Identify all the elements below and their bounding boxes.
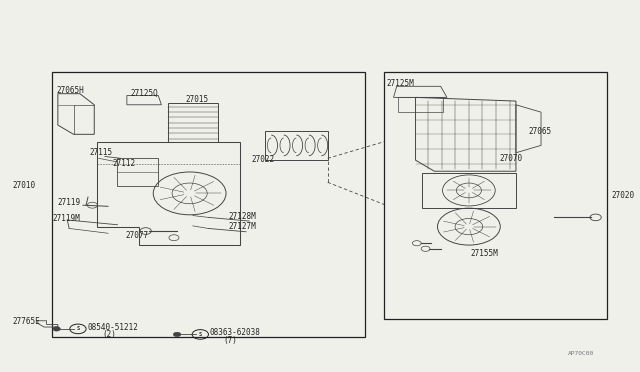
Bar <box>52 71 365 337</box>
Text: 27010: 27010 <box>13 182 36 190</box>
Text: 27065: 27065 <box>529 127 552 136</box>
Text: S: S <box>199 332 202 337</box>
Bar <box>384 71 607 319</box>
Text: 08540-51212: 08540-51212 <box>87 323 138 331</box>
Circle shape <box>53 327 60 331</box>
Bar <box>398 97 443 112</box>
Text: 27020: 27020 <box>612 191 635 200</box>
Text: 27077: 27077 <box>125 231 148 240</box>
Text: (7): (7) <box>223 336 237 345</box>
Text: 27065H: 27065H <box>56 86 84 94</box>
Circle shape <box>173 332 181 337</box>
Text: 27125Q: 27125Q <box>130 89 158 97</box>
Text: 27115: 27115 <box>89 148 113 157</box>
Text: 27128M: 27128M <box>228 212 256 221</box>
Text: 27070: 27070 <box>499 154 522 163</box>
Text: 08363-62038: 08363-62038 <box>210 328 260 337</box>
Text: 27119: 27119 <box>58 198 81 207</box>
Text: S: S <box>76 326 79 331</box>
Text: (2): (2) <box>102 330 116 339</box>
Text: 27022: 27022 <box>251 155 275 164</box>
Text: 27765E: 27765E <box>13 317 40 326</box>
Text: 27125M: 27125M <box>386 79 414 88</box>
Text: 27015: 27015 <box>185 95 209 104</box>
Text: 27119M: 27119M <box>53 214 81 222</box>
Bar <box>168 103 218 142</box>
Text: 27127M: 27127M <box>228 222 256 231</box>
Text: 27112: 27112 <box>113 159 136 169</box>
Text: 27155M: 27155M <box>471 249 499 258</box>
Bar <box>265 131 328 160</box>
Bar <box>118 158 158 186</box>
Text: AP70C00: AP70C00 <box>568 351 595 356</box>
